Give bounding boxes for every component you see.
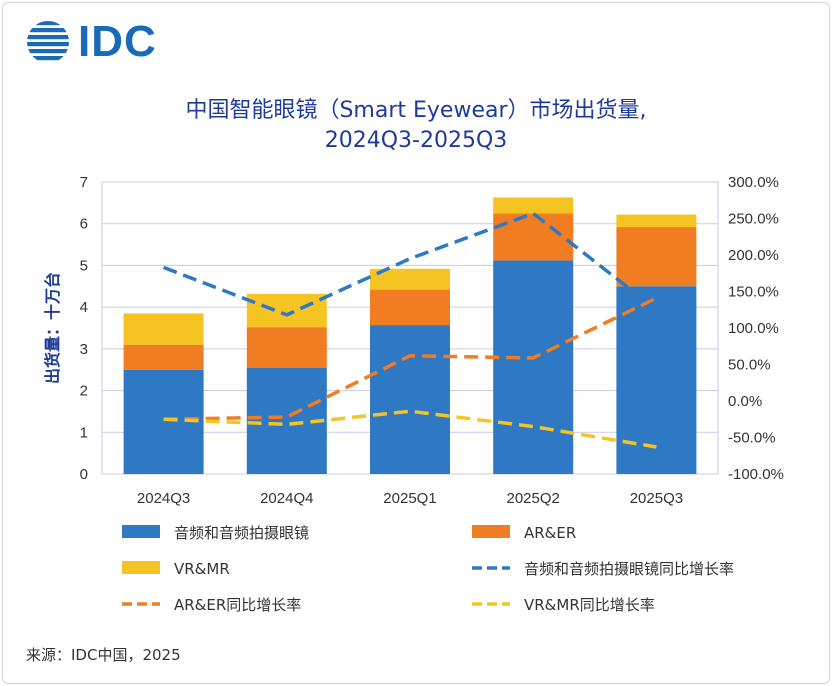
- y2-tick-label: 50.0%: [728, 357, 771, 374]
- legend-label: 音频和音频拍摄眼镜同比增长率: [524, 560, 734, 578]
- y-tick-label: 0: [80, 466, 88, 483]
- series-line: [163, 409, 657, 449]
- y2-tick-label: 100.0%: [728, 320, 779, 337]
- legend-swatch: [122, 525, 160, 538]
- bar-segment: [246, 327, 327, 368]
- bar-segment: [493, 197, 574, 214]
- y-axis-title: 出货量：十万台: [43, 272, 62, 384]
- legend-label: VR&MR同比增长率: [524, 596, 655, 614]
- y-tick-label: 1: [80, 424, 88, 441]
- y2-tick-label: 200.0%: [728, 247, 779, 264]
- y2-tick-label: 300.0%: [728, 174, 779, 191]
- series-line: [162, 211, 658, 317]
- y-tick-label: 5: [80, 257, 88, 274]
- y2-tick-label: -50.0%: [728, 430, 776, 447]
- x-tick-label: 2025Q3: [630, 490, 683, 507]
- bar-segment: [370, 268, 450, 290]
- chart-title-line2: 2024Q3-2025Q3: [324, 128, 508, 153]
- legend-label: AR&ER同比增长率: [174, 596, 301, 614]
- bar-segment: [123, 313, 204, 345]
- y2-tick-label: 250.0%: [728, 211, 779, 228]
- bar-segment: [616, 214, 697, 228]
- x-tick-label: 2024Q3: [137, 490, 190, 507]
- y-tick-label: 4: [80, 299, 88, 316]
- bar-segment: [493, 260, 574, 474]
- y-tick-label: 2: [80, 383, 88, 400]
- legend-label: VR&MR: [174, 560, 230, 578]
- x-tick-label: 2025Q1: [383, 490, 436, 507]
- y-tick-label: 7: [80, 174, 88, 191]
- y-tick-label: 6: [80, 216, 88, 233]
- legend-swatch: [472, 525, 510, 538]
- bar-segment: [370, 289, 450, 326]
- series-line: [163, 296, 658, 421]
- legend-swatch: [122, 561, 160, 574]
- source-note: 来源：IDC中国，2025: [26, 646, 181, 664]
- bar-segment: [616, 227, 697, 287]
- legend-label: 音频和音频拍摄眼镜: [174, 524, 309, 542]
- chart-title-line1: 中国智能眼镜（Smart Eyewear）市场出货量,: [185, 98, 647, 123]
- logo-text: IDC: [78, 17, 157, 66]
- y2-tick-label: 0.0%: [728, 393, 762, 410]
- idc-logo: IDC: [24, 18, 157, 66]
- y-tick-label: 3: [80, 341, 88, 358]
- x-tick-label: 2025Q2: [507, 490, 560, 507]
- y2-tick-label: -100.0%: [728, 466, 784, 483]
- bar-segment: [123, 344, 204, 370]
- bar-segment: [493, 213, 574, 261]
- bar-segment: [370, 325, 450, 474]
- x-tick-label: 2024Q4: [260, 490, 313, 507]
- y2-tick-label: 150.0%: [728, 284, 779, 301]
- globe-logo-icon: [27, 21, 69, 61]
- bar-segment: [246, 293, 327, 328]
- legend-label: AR&ER: [524, 524, 576, 542]
